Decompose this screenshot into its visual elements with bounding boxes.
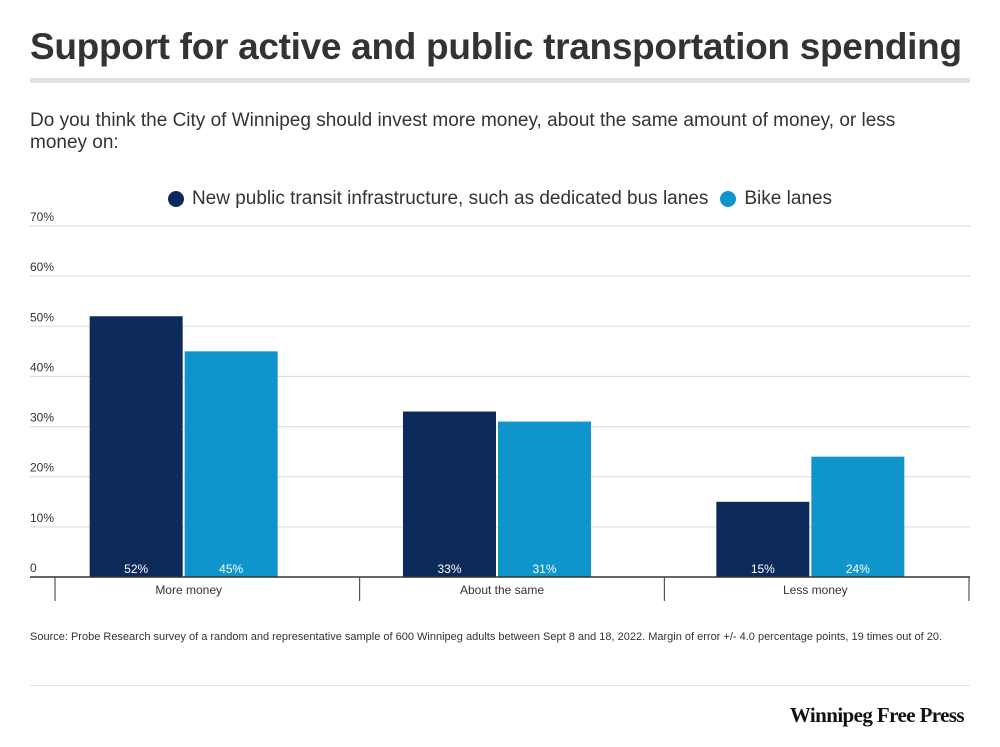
bar-value-label: 45% [219, 562, 243, 576]
legend-swatch-transit [167, 191, 184, 207]
legend-item-bike: Bike lanes [720, 188, 832, 210]
y-tick-label: 20% [30, 461, 54, 475]
x-tick-label: About the same [460, 583, 544, 597]
y-tick-label: 0 [30, 561, 37, 575]
bar [184, 351, 278, 577]
bar [716, 501, 810, 577]
legend-label-transit: New public transit infrastructure, such … [191, 188, 709, 209]
bar-value-label: 15% [751, 562, 775, 576]
bar [811, 456, 905, 577]
legend-item-transit: New public transit infrastructure, such … [167, 188, 709, 210]
y-tick-label: 40% [30, 360, 54, 374]
bar [403, 411, 496, 577]
footer-divider [30, 685, 970, 686]
title-divider [30, 78, 970, 83]
bar-value-label: 33% [437, 562, 461, 576]
bar-value-label: 24% [846, 562, 870, 576]
bar-value-label: 52% [124, 562, 148, 576]
bar-chart: 0 10% 20% 30% 40% 50% 60% 70% 52% 45% More money 33… [30, 210, 970, 601]
x-tick-label: Less money [783, 583, 848, 597]
chart-subtitle: Do you think the City of Winnipeg should… [30, 110, 896, 153]
bar [89, 316, 183, 577]
y-tick-label: 10% [30, 511, 54, 525]
chart-title: Support for active and public transporta… [30, 26, 962, 67]
chart-legend: New public transit infrastructure, such … [0, 186, 1000, 212]
source-note: Source: Probe Research survey of a rando… [30, 631, 943, 643]
y-tick-label: 30% [30, 411, 54, 425]
legend-swatch-bike [720, 191, 737, 207]
y-tick-label: 50% [30, 310, 54, 324]
y-tick-label: 60% [30, 260, 54, 274]
y-tick-label: 70% [30, 210, 54, 224]
legend-label-bike: Bike lanes [744, 188, 833, 209]
bar-value-label: 31% [532, 562, 556, 576]
x-tick-label: More money [155, 583, 222, 597]
brand-logo: Winnipeg Free Press [789, 703, 965, 727]
bar [498, 421, 591, 577]
